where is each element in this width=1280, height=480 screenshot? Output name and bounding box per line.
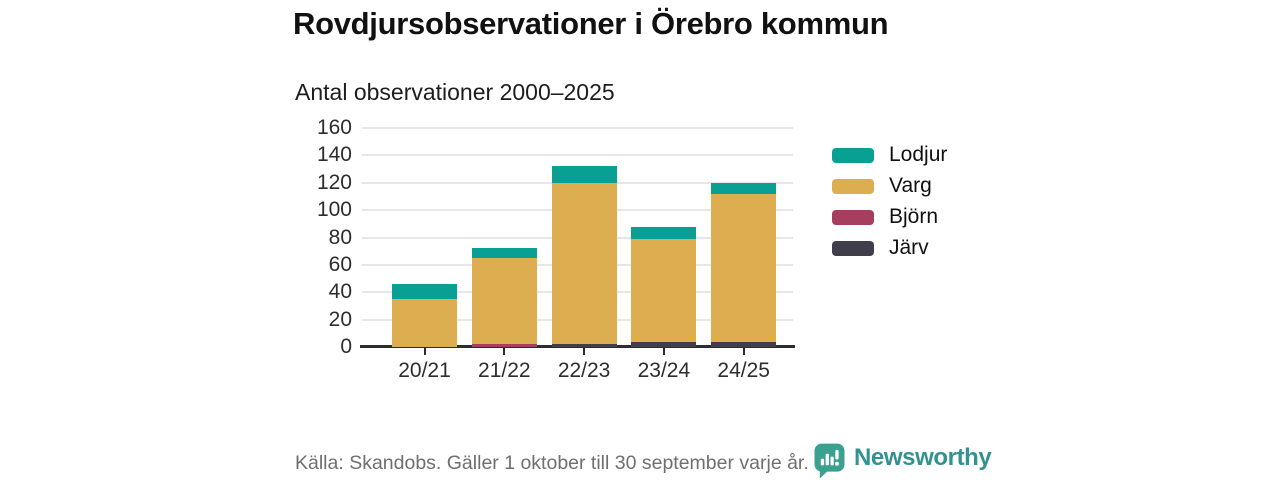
- bar-segment-järv-22/23: [551, 344, 617, 347]
- y-tick-label: 60: [328, 252, 352, 276]
- bar-segment-järv-24/25: [711, 341, 777, 347]
- legend-item-varg: Varg: [832, 174, 947, 197]
- bar-segment-varg-24/25: [711, 193, 777, 342]
- gridline-140: [362, 154, 793, 157]
- y-tick-label: 40: [328, 280, 352, 304]
- y-tick-label: 80: [328, 225, 352, 249]
- newsworthy-logo: Newsworthy: [814, 443, 992, 479]
- legend-label: Björn: [889, 205, 939, 228]
- bar-segment-varg-21/22: [471, 258, 537, 345]
- plot-area: 0 20 40 60 80 100 120 140 160 20/21 21/22 22/23 23/2…: [317, 116, 795, 382]
- bar-segment-lodjur-20/21: [392, 284, 457, 300]
- y-tick-label: 120: [316, 170, 352, 194]
- y-tick-label: 160: [316, 116, 352, 139]
- legend-swatch-bjorn: [832, 209, 874, 225]
- newsworthy-wordmark: Newsworthy: [854, 444, 992, 471]
- bar-segment-lodjur-22/23: [551, 166, 617, 183]
- newsworthy-icon: [814, 443, 845, 479]
- x-tick: [423, 348, 426, 355]
- y-tick-label: 100: [316, 198, 352, 222]
- chart-title: Rovdjursobservationer i Örebro kommun: [293, 6, 889, 41]
- x-tick-label: 24/25: [717, 359, 770, 382]
- legend: Lodjur Varg Björn Järv: [832, 143, 947, 271]
- x-tick-label: 21/22: [478, 359, 531, 382]
- legend-label: Lodjur: [889, 143, 948, 166]
- bar-segment-varg-22/23: [551, 182, 617, 345]
- x-tick-label: 20/21: [398, 359, 451, 382]
- source-note: Källa: Skandobs. Gäller 1 oktober till 3…: [295, 452, 809, 474]
- legend-swatch-lodjur: [832, 147, 874, 163]
- legend-label: Järv: [889, 236, 929, 259]
- x-tick: [662, 348, 665, 355]
- bar-segment-lodjur-23/24: [631, 226, 697, 239]
- y-tick-label: 140: [316, 143, 352, 167]
- chart-subtitle: Antal observationer 2000–2025: [295, 79, 615, 105]
- bar-segment-järv-23/24: [631, 341, 697, 347]
- legend-item-jarv: Järv: [832, 236, 947, 259]
- x-tick: [503, 348, 506, 355]
- legend-swatch-varg: [832, 178, 874, 194]
- x-tick-label: 23/24: [637, 359, 691, 382]
- bar-segment-varg-20/21: [392, 299, 457, 347]
- bar-segment-lodjur-24/25: [711, 182, 777, 194]
- legend-item-lodjur: Lodjur: [832, 143, 947, 166]
- legend-swatch-jarv: [832, 240, 874, 256]
- bar-segment-björn-21/22: [471, 344, 537, 347]
- x-tick-label: 22/23: [557, 359, 611, 382]
- gridline-160: [362, 127, 793, 129]
- bar-segment-varg-23/24: [631, 238, 697, 342]
- legend-item-bjorn: Björn: [832, 205, 947, 228]
- x-tick: [583, 348, 586, 355]
- bar-segment-lodjur-21/22: [471, 248, 537, 259]
- x-tick: [742, 348, 745, 355]
- y-tick-label: 0: [340, 335, 352, 358]
- y-tick-label: 20: [328, 307, 352, 331]
- legend-label: Varg: [889, 174, 932, 197]
